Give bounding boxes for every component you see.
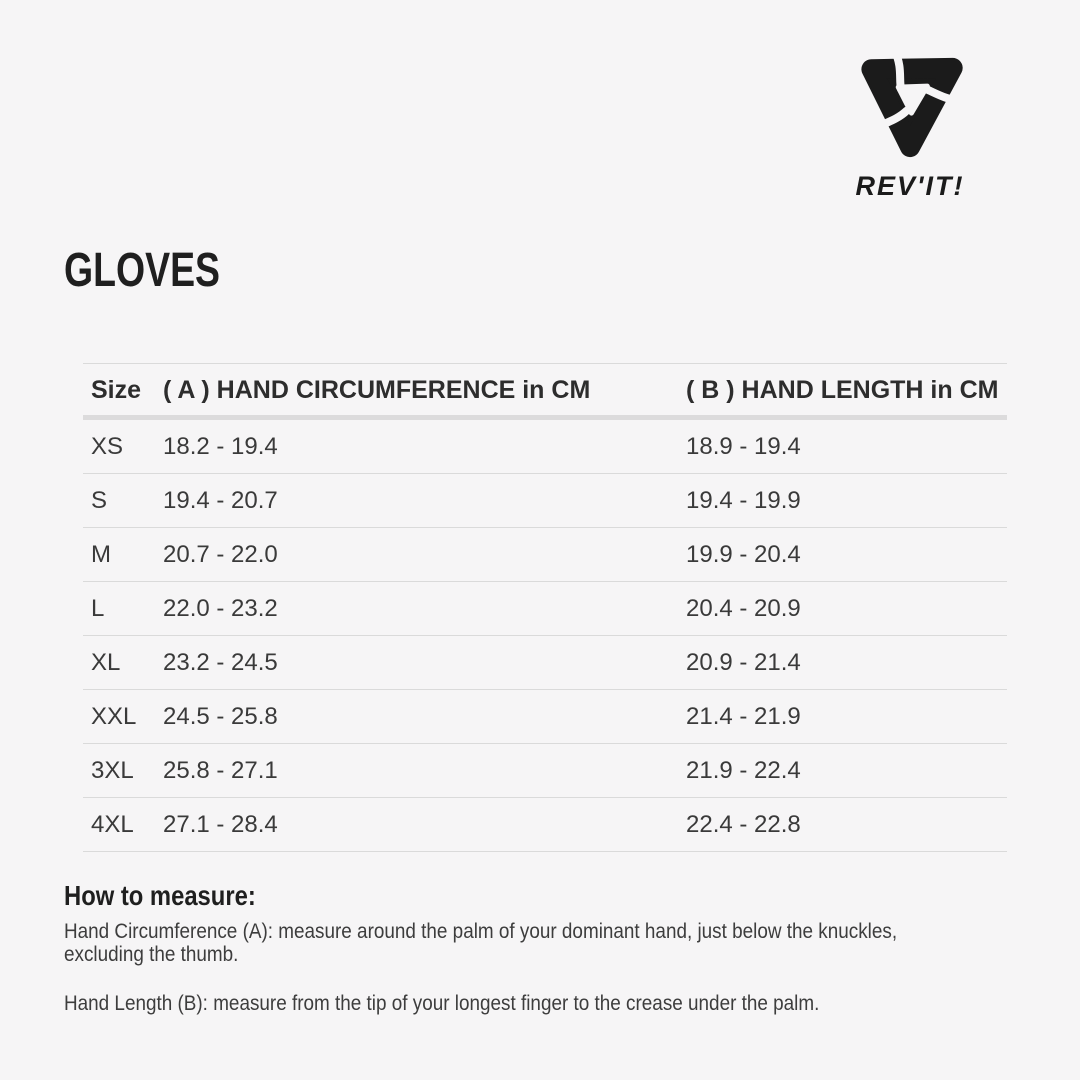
table-row-3xl: 3XL 25.8 - 27.1 21.9 - 22.4	[83, 744, 1007, 798]
table-row-s: S 19.4 - 20.7 19.4 - 19.9	[83, 474, 1007, 528]
brand-logo: REV'IT!	[830, 50, 990, 202]
column-header-hand-length: ( B ) HAND LENGTH in CM	[686, 376, 999, 404]
size-label: XXL	[91, 703, 137, 730]
size-chart-table: Size ( A ) HAND CIRCUMFERENCE in CM ( B …	[83, 363, 1007, 852]
column-header-size: Size	[91, 376, 142, 404]
hand-circumference-value: 18.2 - 19.4	[163, 433, 278, 460]
instruction-line: Hand Circumference (A): measure around t…	[64, 920, 898, 943]
hand-circumference-instructions: Hand Circumference (A): measure around t…	[64, 920, 897, 966]
hand-length-value: 19.4 - 19.9	[686, 487, 801, 514]
table-row-4xl: 4XL 27.1 - 28.4 22.4 - 22.8	[83, 798, 1007, 852]
column-header-hand-circumference: ( A ) HAND CIRCUMFERENCE in CM	[163, 376, 591, 404]
size-label: S	[91, 487, 108, 514]
hand-circumference-value: 24.5 - 25.8	[163, 703, 278, 730]
hand-circumference-value: 22.0 - 23.2	[163, 595, 278, 622]
size-label: XS	[91, 433, 124, 460]
revit-shield-icon	[861, 50, 967, 158]
size-label: M	[91, 541, 111, 568]
table-row-xl: XL 23.2 - 24.5 20.9 - 21.4	[83, 636, 1007, 690]
table-row-m: M 20.7 - 22.0 19.9 - 20.4	[83, 528, 1007, 582]
hand-length-value: 22.4 - 22.8	[686, 811, 801, 838]
hand-circumference-value: 20.7 - 22.0	[163, 541, 278, 568]
hand-length-value: 19.9 - 20.4	[686, 541, 801, 568]
hand-circumference-value: 27.1 - 28.4	[163, 811, 278, 838]
table-row-xxl: XXL 24.5 - 25.8 21.4 - 21.9	[83, 690, 1007, 744]
hand-circumference-value: 25.8 - 27.1	[163, 757, 278, 784]
hand-circumference-value: 23.2 - 24.5	[163, 649, 278, 676]
size-label: 3XL	[91, 757, 134, 784]
table-row-xs: XS 18.2 - 19.4 18.9 - 19.4	[83, 418, 1007, 474]
hand-circumference-value: 19.4 - 20.7	[163, 487, 278, 514]
hand-length-value: 21.9 - 22.4	[686, 757, 801, 784]
table-header-row: Size ( A ) HAND CIRCUMFERENCE in CM ( B …	[83, 363, 1007, 418]
hand-length-value: 20.4 - 20.9	[686, 595, 801, 622]
hand-length-value: 18.9 - 19.4	[686, 433, 801, 460]
size-label: 4XL	[91, 811, 134, 838]
page-title: GLOVES	[64, 244, 221, 297]
brand-wordmark: REV'IT!	[855, 171, 965, 201]
size-label: XL	[91, 649, 121, 676]
hand-length-value: 20.9 - 21.4	[686, 649, 801, 676]
size-label: L	[91, 595, 105, 622]
how-to-measure-heading: How to measure:	[64, 880, 256, 911]
hand-length-instructions: Hand Length (B): measure from the tip of…	[64, 992, 820, 1015]
hand-length-value: 21.4 - 21.9	[686, 703, 801, 730]
instruction-line: excluding the thumb.	[64, 943, 239, 966]
table-row-l: L 22.0 - 23.2 20.4 - 20.9	[83, 582, 1007, 636]
